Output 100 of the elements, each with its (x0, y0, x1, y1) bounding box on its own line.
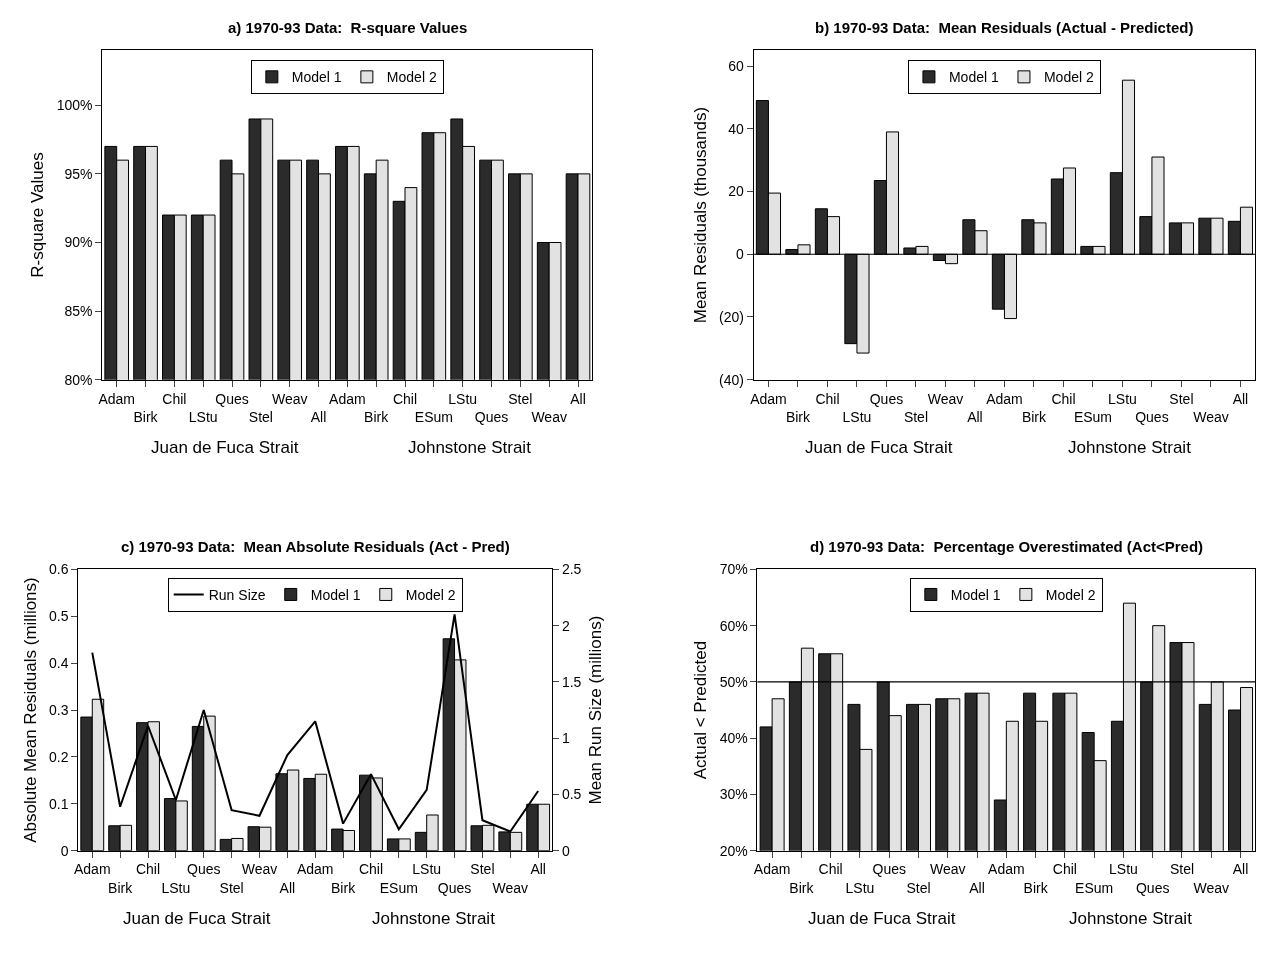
x-tick-label: Stel (248, 408, 273, 425)
x-tick-label: Birk (1023, 879, 1049, 896)
x-tick-label: Chil (815, 390, 840, 407)
y-tick-label: 0 (60, 842, 69, 859)
x-tick-label: LStu (161, 879, 191, 896)
x-tick-label: Adam (296, 861, 334, 878)
y-tick-label: 80% (64, 371, 93, 388)
y-tick-label: 0.5 (49, 608, 69, 625)
x-tick-label: Stel (1169, 390, 1194, 407)
x-tick-label: All (1232, 861, 1249, 878)
legend-label: Model 2 (1045, 586, 1096, 603)
x-tick-label: Birk (133, 408, 159, 425)
text: Johnstone Strait (408, 438, 532, 457)
y-axis-title: Mean Residuals (thousands) (690, 106, 710, 324)
legend-label: Model 1 (310, 586, 361, 603)
x-tick-label: Ques (187, 861, 221, 878)
y-tick-label: 0.3 (49, 701, 69, 718)
x-tick-label: Chil (818, 861, 843, 878)
y-tick-label: 60 (728, 57, 745, 74)
x-tick-label: Birk (364, 408, 390, 425)
y2-tick-label: 2 (561, 617, 570, 634)
x-tick-label: Weav (927, 390, 964, 407)
y2-tick-label: 0 (561, 842, 570, 859)
x-tick-label: Chil (358, 861, 384, 878)
x-tick-label: Ques (872, 861, 906, 878)
y-tick-label: 0.1 (49, 795, 69, 812)
x-tick-label: ESum (379, 879, 418, 896)
x-tick-label: Weav (930, 861, 966, 878)
x-tick-label: Chil (1051, 390, 1076, 407)
x-tick-label: Weav (271, 390, 308, 407)
y-tick-label: 30% (719, 786, 748, 803)
y-axis-title: Actual < Predicted (691, 640, 711, 780)
x-tick-label: All (279, 879, 296, 896)
x-tick-label: Stel (1169, 861, 1195, 878)
x-tick-label: All (310, 408, 327, 425)
x-tick-label: Birk (331, 879, 357, 896)
x-tick-label: Birk (1021, 408, 1047, 425)
text: Juan de Fuca Strait (808, 909, 956, 928)
y-tick-label: 20% (719, 842, 748, 859)
x-tick-label: Adam (98, 390, 135, 407)
y-tick-label: (40) (718, 371, 744, 388)
x-tick-label: Ques (869, 390, 904, 407)
x-tick-label: Stel (219, 879, 244, 896)
y-axis-title: R-square Values (28, 152, 48, 278)
legend-label: Model 1 (948, 69, 999, 86)
y-tick-label: 20 (728, 183, 745, 200)
y-axis-title: Absolute Mean Residuals (millions) (20, 577, 40, 843)
y2-tick-label: 1 (561, 730, 570, 747)
y-tick-label: 85% (64, 303, 93, 319)
chart-title: d) 1970-93 Data: Percentage Overestimated (Act<Pred) (810, 538, 1204, 555)
y-tick-label: 40 (728, 120, 745, 137)
legend-label: Model 2 (1043, 69, 1094, 86)
y-tick-label: 60% (719, 617, 748, 634)
x-tick-label: Birk (789, 879, 815, 896)
chart-title: b) 1970-93 Data: Mean Residuals (Actual - Predicted) (815, 19, 1194, 36)
y-tick-label: 90% (64, 234, 93, 251)
legend-label: Model 2 (405, 586, 456, 603)
x-tick-label: Chil (392, 390, 418, 407)
x-tick-label: LStu (1108, 390, 1137, 407)
y-tick-label: 0 (736, 246, 745, 263)
x-tick-label: Chil (1052, 861, 1077, 878)
chart-title: c) 1970-93 Data: Mean Absolute Residuals (Act - Pred) (121, 538, 510, 555)
x-tick-label: Ques (474, 408, 509, 425)
text: Johnstone Strait (1069, 909, 1193, 928)
text: Juan de Fuca Strait (805, 438, 953, 457)
x-tick-label: Stel (508, 390, 533, 407)
x-tick-label: All (1232, 390, 1249, 407)
y-tick-label: 0.6 (49, 561, 69, 578)
x-tick-label: Ques (215, 390, 249, 407)
chart-title: a) 1970-93 Data: R-square Values (228, 19, 468, 36)
x-tick-label: ESum (1075, 879, 1114, 896)
y2-tick-label: 2.5 (561, 561, 582, 578)
x-tick-label: Weav (531, 408, 567, 425)
x-tick-label: Adam (988, 861, 1025, 878)
x-tick-label: Adam (750, 390, 787, 407)
x-tick-label: All (530, 861, 546, 878)
x-tick-label: Stel (906, 879, 931, 896)
x-tick-label: Weav (492, 879, 529, 896)
x-tick-label: All (570, 390, 586, 407)
x-tick-label: Stel (470, 861, 495, 878)
y-tick-label: 40% (719, 730, 748, 747)
x-tick-label: Weav (241, 861, 278, 878)
x-tick-label: Ques (437, 879, 472, 896)
y-tick-label: 70% (719, 561, 748, 578)
x-tick-label: Adam (329, 390, 366, 407)
text: Juan de Fuca Strait (123, 909, 271, 928)
x-tick-label: Adam (986, 390, 1023, 407)
x-tick-label: Ques (1135, 408, 1169, 425)
y-tick-label: 50% (719, 673, 748, 690)
legend-label: Run Size (208, 586, 266, 603)
x-tick-label: All (969, 879, 985, 896)
x-tick-label: LStu (1109, 861, 1138, 878)
legend-label: Model 1 (950, 586, 1001, 603)
x-tick-label: Chil (135, 861, 161, 878)
legend-label: Model 2 (386, 69, 437, 86)
y-tick-label: 100% (56, 97, 93, 114)
text: Johnstone Strait (1068, 438, 1192, 457)
x-tick-label: Stel (903, 408, 928, 425)
x-tick-label: LStu (448, 390, 478, 407)
y-tick-label: 0.4 (49, 655, 69, 672)
